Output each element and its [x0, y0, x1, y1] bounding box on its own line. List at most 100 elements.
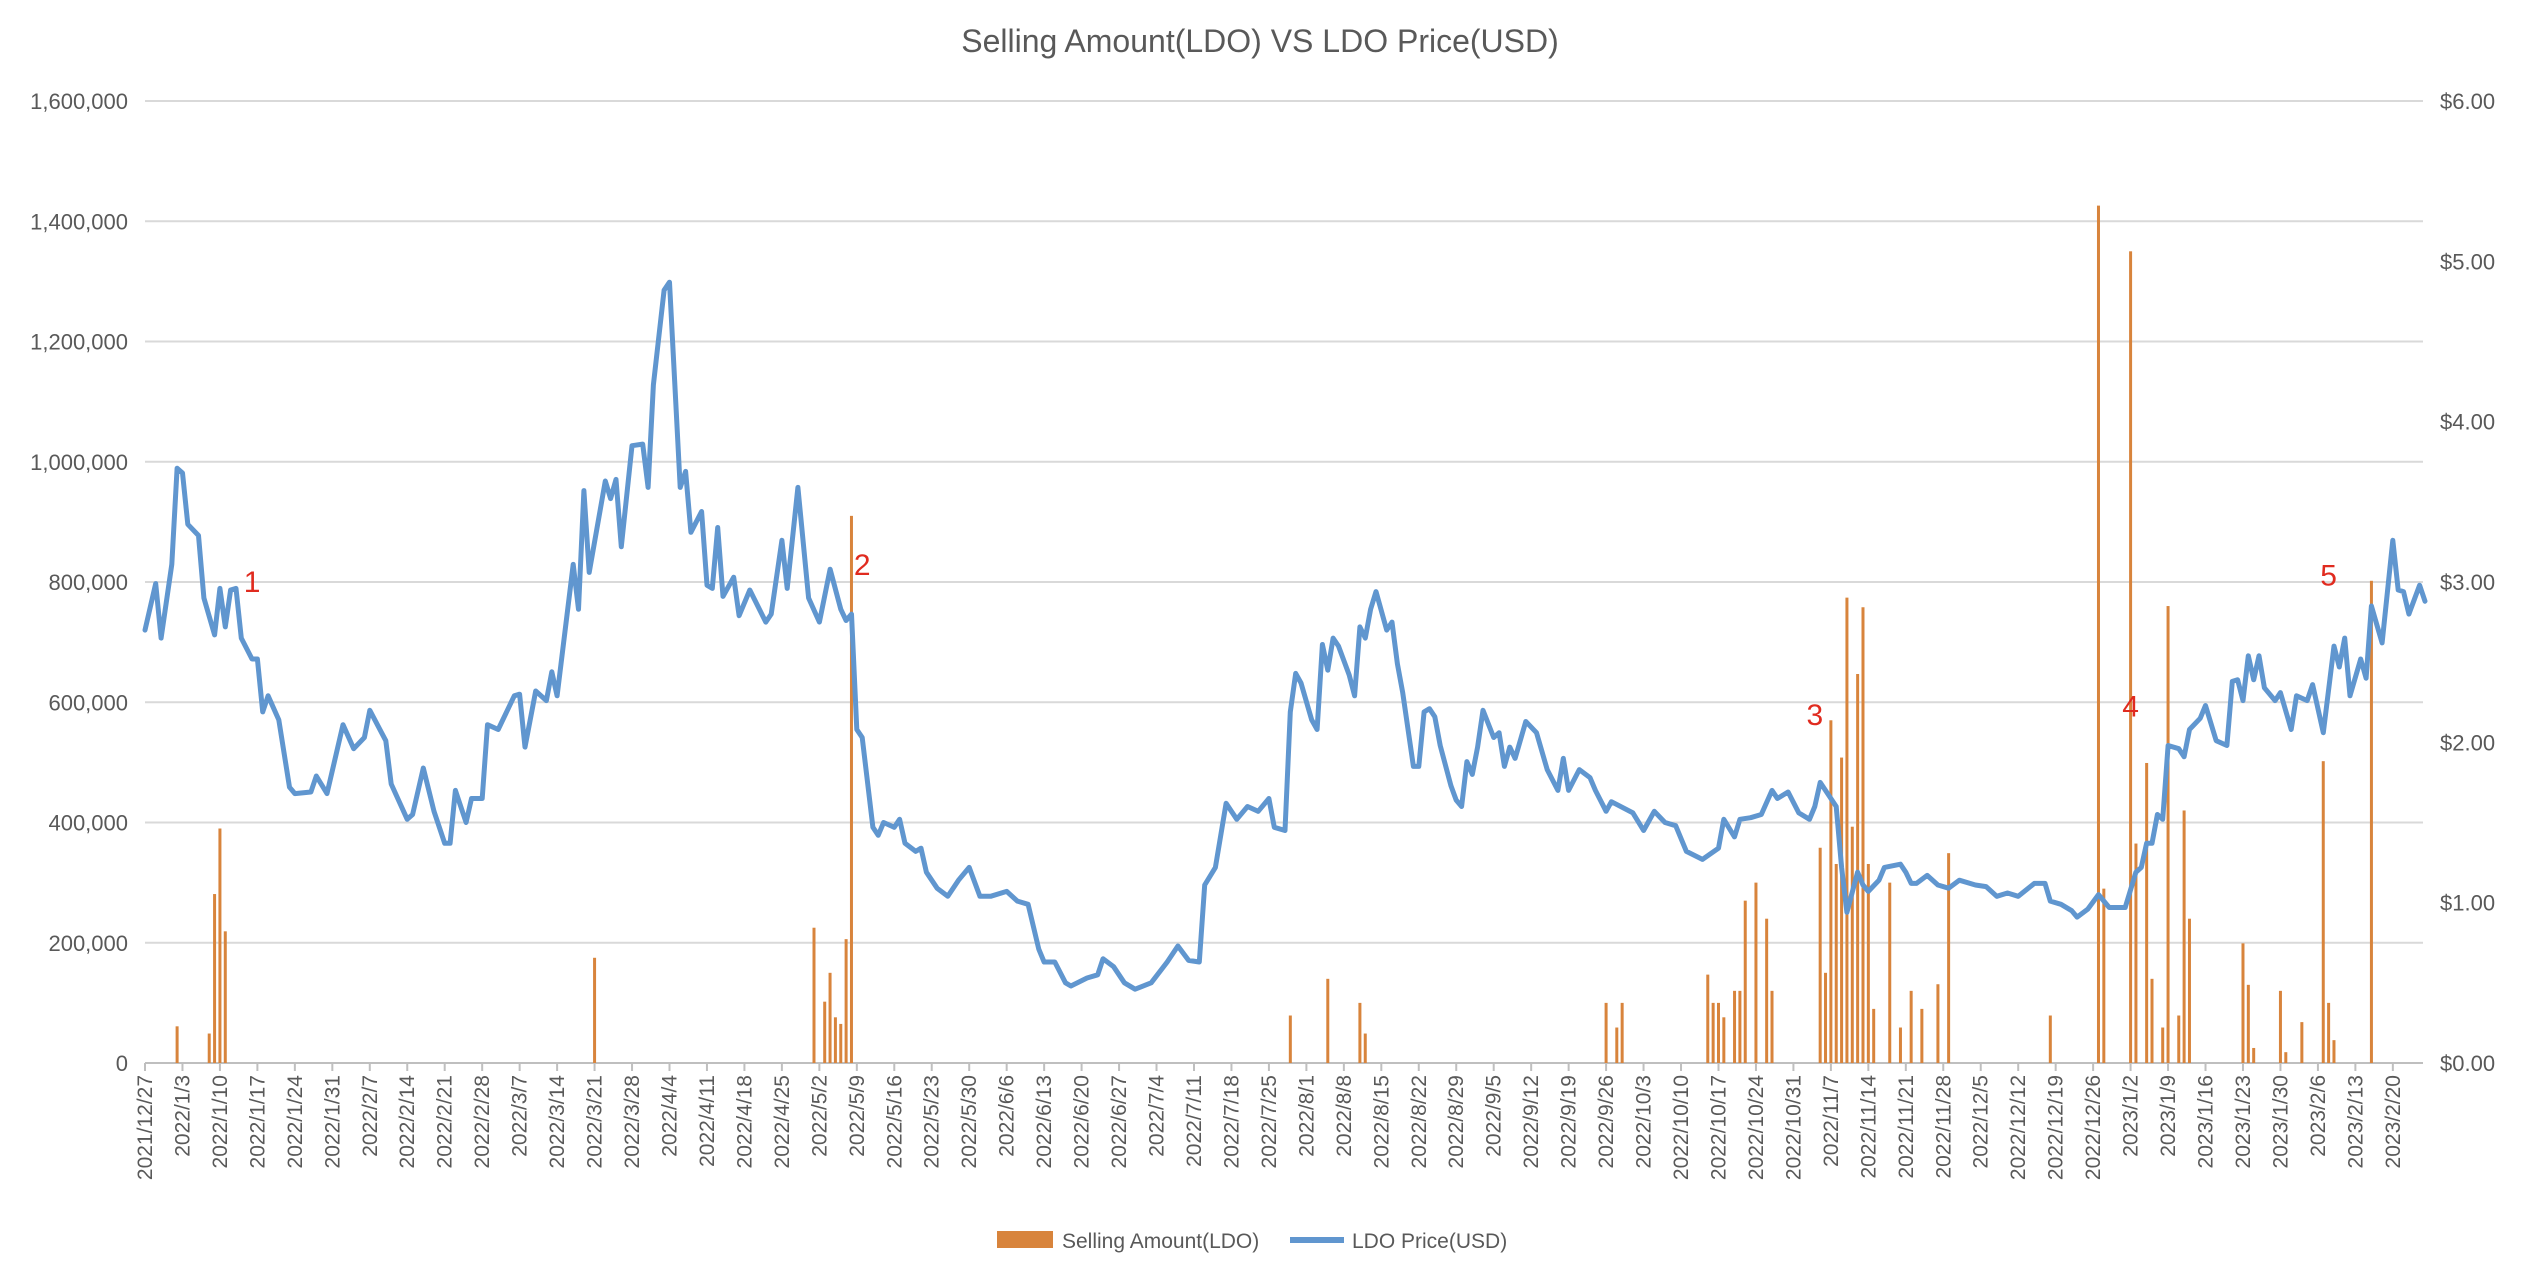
- selling-bar: [2252, 1047, 2256, 1063]
- x-tick-label: 2022/11/21: [1895, 1075, 1918, 1179]
- legend-bar-swatch: [997, 1231, 1053, 1248]
- x-tick-label: 2023/1/30: [2269, 1075, 2292, 1168]
- x-tick-label: 2023/1/2: [2120, 1075, 2143, 1157]
- selling-bar: [2134, 843, 2138, 1063]
- selling-bar: [1829, 720, 1833, 1063]
- annotation-label: 1: [244, 566, 261, 599]
- right-tick-label: $4.00: [2440, 410, 2495, 435]
- x-tick-label: 2022/1/17: [246, 1075, 269, 1168]
- selling-bar: [1909, 990, 1913, 1063]
- selling-bar: [849, 515, 853, 1063]
- x-tick-label: 2022/4/11: [696, 1075, 719, 1167]
- selling-bar: [1947, 853, 1951, 1063]
- selling-bar: [1824, 972, 1828, 1063]
- selling-bar: [2246, 984, 2250, 1063]
- selling-bar: [833, 1017, 837, 1063]
- chart-title: Selling Amount(LDO) VS LDO Price(USD): [961, 23, 1559, 59]
- legend-bar-label: Selling Amount(LDO): [1062, 1230, 1259, 1253]
- annotation-label: 5: [2320, 559, 2337, 592]
- selling-bar: [2278, 990, 2282, 1063]
- selling-bar: [2166, 606, 2170, 1063]
- left-tick-label: 200,000: [48, 931, 128, 956]
- selling-bar: [1743, 900, 1747, 1063]
- selling-bar: [1358, 1002, 1362, 1063]
- x-axis-ticks: 2021/12/27 2022/1/3 2022/1/10 2022/1/17 2022…: [134, 1063, 2405, 1180]
- selling-bar: [218, 828, 222, 1063]
- selling-bar: [2187, 918, 2191, 1063]
- x-tick-label: 2022/10/17: [1707, 1075, 1730, 1180]
- x-tick-label: 2022/12/26: [2082, 1075, 2105, 1180]
- selling-bar: [1722, 1017, 1726, 1063]
- selling-bar: [2150, 978, 2154, 1063]
- x-tick-label: 2023/2/20: [2382, 1075, 2405, 1168]
- x-tick-label: 2022/12/19: [2045, 1075, 2068, 1180]
- x-tick-label: 2023/1/9: [2157, 1075, 2180, 1157]
- selling-bar: [1872, 1008, 1876, 1063]
- selling-bar: [1898, 1027, 1902, 1063]
- selling-bar: [823, 1001, 827, 1063]
- selling-bar: [1888, 882, 1892, 1063]
- left-tick-label: 1,600,000: [30, 89, 128, 114]
- selling-bar: [1738, 990, 1742, 1063]
- x-tick-label: 2022/8/15: [1370, 1075, 1393, 1168]
- selling-bar: [1716, 1002, 1720, 1063]
- selling-bar: [2332, 1040, 2336, 1063]
- selling-bar: [1765, 918, 1769, 1063]
- x-tick-label: 2022/9/19: [1558, 1075, 1581, 1168]
- right-tick-label: $6.00: [2440, 89, 2495, 114]
- left-tick-label: 600,000: [48, 690, 128, 715]
- x-tick-label: 2023/1/16: [2195, 1075, 2218, 1168]
- selling-bar: [2327, 1002, 2331, 1063]
- selling-bar: [1754, 882, 1758, 1063]
- selling-bar: [1856, 673, 1860, 1063]
- x-tick-label: 2022/2/21: [434, 1075, 457, 1168]
- x-tick-label: 2022/12/12: [2007, 1075, 2030, 1180]
- x-tick-label: 2022/6/27: [1108, 1075, 1131, 1168]
- selling-bar: [812, 927, 816, 1063]
- x-tick-label: 2022/1/24: [284, 1075, 307, 1169]
- selling-bar: [2177, 1015, 2181, 1063]
- x-tick-label: 2022/11/7: [1820, 1075, 1843, 1167]
- x-tick-label: 2022/3/28: [621, 1075, 644, 1168]
- gridlines: [145, 100, 2423, 1064]
- left-tick-label: 0: [116, 1051, 128, 1076]
- selling-bar: [1604, 1002, 1608, 1063]
- x-tick-label: 2022/5/2: [808, 1075, 831, 1157]
- x-tick-label: 2022/6/20: [1071, 1075, 1094, 1168]
- selling-bar: [1936, 984, 1940, 1063]
- selling-bar: [2300, 1022, 2304, 1063]
- selling-bar: [1861, 607, 1865, 1063]
- legend-line-label: LDO Price(USD): [1352, 1230, 1507, 1253]
- x-tick-label: 2022/9/26: [1595, 1075, 1618, 1168]
- x-tick-label: 2022/10/10: [1670, 1075, 1693, 1180]
- left-tick-label: 1,200,000: [30, 330, 128, 355]
- selling-bar: [1288, 1015, 1292, 1063]
- selling-bar: [2096, 205, 2100, 1063]
- x-tick-label: 2022/5/9: [846, 1075, 869, 1157]
- x-tick-label: 2022/4/4: [658, 1075, 681, 1157]
- left-tick-label: 1,000,000: [30, 450, 128, 475]
- legend: Selling Amount(LDO) LDO Price(USD): [997, 1230, 1507, 1253]
- x-tick-label: 2022/1/3: [171, 1075, 194, 1157]
- x-tick-label: 2022/10/24: [1745, 1075, 1768, 1180]
- x-tick-label: 2022/6/6: [996, 1075, 1019, 1157]
- selling-bar: [1711, 1002, 1715, 1063]
- x-tick-label: 2022/11/14: [1857, 1075, 1880, 1179]
- x-tick-label: 2022/3/21: [584, 1075, 607, 1168]
- x-tick-label: 2023/2/6: [2307, 1075, 2330, 1157]
- selling-bar: [2145, 762, 2149, 1063]
- selling-bar: [1850, 826, 1854, 1063]
- left-tick-label: 800,000: [48, 570, 128, 595]
- left-tick-label: 400,000: [48, 811, 128, 836]
- x-tick-label: 2022/7/4: [1146, 1075, 1169, 1157]
- selling-bar: [2129, 251, 2133, 1063]
- selling-amount-bars: [175, 205, 2373, 1063]
- x-tick-label: 2022/1/10: [209, 1075, 232, 1168]
- right-axis-ticks: $0.00 $1.00 $2.00 $3.00 $4.00 $5.00 $6.00: [2440, 89, 2495, 1076]
- selling-bar: [207, 1033, 211, 1063]
- x-tick-label: 2022/7/25: [1258, 1075, 1281, 1168]
- x-tick-label: 2021/12/27: [134, 1075, 157, 1180]
- x-tick-label: 2022/3/14: [546, 1075, 569, 1169]
- x-tick-label: 2022/6/13: [1033, 1075, 1056, 1168]
